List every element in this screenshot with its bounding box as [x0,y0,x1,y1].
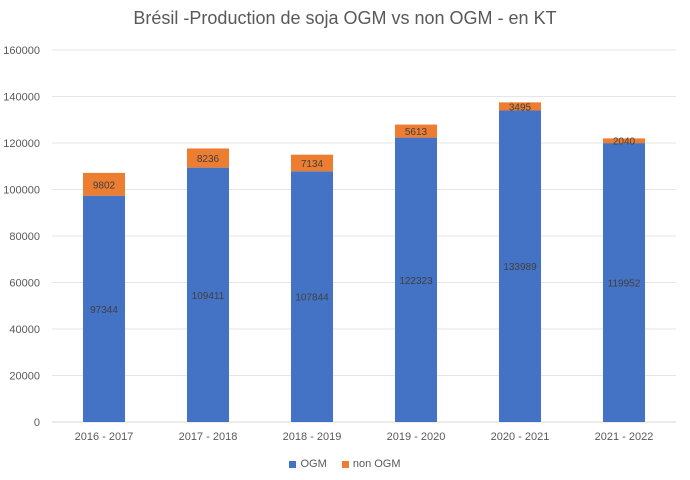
bar-non-ogm [603,138,645,144]
data-label-ogm: 133989 [503,262,537,273]
legend-label-ogm: OGM [300,458,327,470]
bar-ogm [291,171,333,422]
data-label-non-ogm: 8236 [197,154,220,165]
legend: OGM non OGM [0,458,690,471]
x-tick-label: 2017 - 2018 [179,431,238,443]
data-label-ogm: 122323 [399,276,433,287]
x-tick-label: 2020 - 2021 [491,431,550,443]
data-label-ogm: 119952 [608,279,641,290]
bar-non-ogm [395,124,437,138]
bar-non-ogm [499,102,541,111]
bar-non-ogm [187,148,229,168]
bar-non-ogm [83,172,125,196]
x-tick-label: 2018 - 2019 [283,431,342,443]
x-tick-label: 2021 - 2022 [595,431,654,443]
y-tick-label: 20000 [9,371,40,383]
bar-ogm [603,143,645,422]
data-label-non-ogm: 7134 [301,159,324,170]
data-label-ogm: 109411 [192,291,225,302]
y-tick-label: 0 [34,417,40,429]
y-tick-label: 140000 [3,92,40,104]
y-tick-label: 60000 [9,278,40,290]
data-label-ogm: 97344 [90,305,118,316]
y-tick-label: 100000 [3,185,40,197]
y-tick-label: 40000 [9,324,40,336]
data-label-non-ogm: 5613 [405,127,428,138]
data-label-non-ogm: 2040 [613,137,636,148]
bar-ogm [395,137,437,422]
y-tick-label: 120000 [3,138,40,150]
data-label-non-ogm: 3495 [509,102,532,113]
bar-ogm [187,167,229,422]
data-label-non-ogm: 9802 [93,180,116,191]
x-tick-label: 2016 - 2017 [75,431,134,443]
legend-swatch-ogm [289,460,297,468]
legend-label-non-ogm: non OGM [352,458,401,470]
legend-swatch-non-ogm [341,460,349,468]
bar-ogm [83,195,125,422]
y-tick-label: 80000 [9,231,40,243]
bar-non-ogm [291,154,333,172]
legend-item-ogm: OGM [289,458,327,470]
chart-title: Brésil -Production de soja OGM vs non OG… [133,8,557,28]
data-label-ogm: 107844 [295,293,329,304]
bar-ogm [499,110,541,422]
y-tick-label: 160000 [3,45,40,57]
legend-item-non-ogm: non OGM [341,458,401,470]
x-tick-label: 2019 - 2020 [387,431,446,443]
